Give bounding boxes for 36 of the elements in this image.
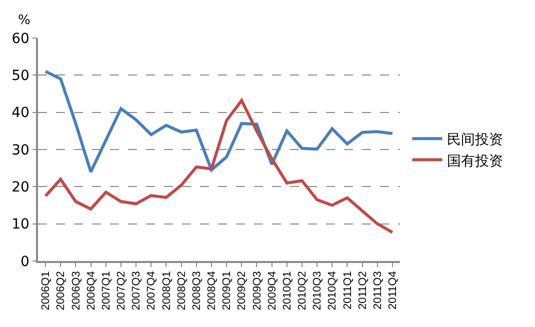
x-tick-label: 2008Q3	[190, 271, 203, 310]
x-tick-label: 2009Q1	[221, 271, 234, 310]
y-tick-label: 40	[12, 105, 30, 122]
y-axis-title: %	[18, 13, 30, 28]
y-tick-label: 50	[12, 68, 30, 84]
x-tick-label: 2011Q3	[372, 271, 384, 310]
x-tick-label: 2008Q4	[206, 271, 218, 310]
x-tick-label: 2007Q1	[100, 271, 112, 310]
x-tick-label: 2010Q3	[312, 271, 324, 310]
x-tick-label: 2010Q1	[281, 271, 294, 310]
x-tick-label: 2008Q2	[176, 271, 188, 310]
y-tick-label: 10	[12, 216, 30, 233]
y-tick-label: 20	[12, 180, 30, 196]
x-tick-label: 2006Q2	[55, 271, 68, 310]
x-tick-label: 2007Q2	[116, 271, 128, 310]
line-series	[44, 98, 394, 234]
line-series	[44, 70, 394, 174]
x-tick-label: 2011Q1	[342, 271, 354, 310]
x-tick-label: 2008Q1	[160, 271, 173, 310]
x-tick-label: 2007Q4	[146, 271, 158, 310]
legend-label: 民间投资	[447, 132, 504, 148]
y-tick-label: 0	[20, 254, 30, 270]
legend-label: 国有投资	[447, 153, 504, 170]
x-tick-label: 2011Q2	[356, 271, 369, 310]
x-tick-label: 2006Q4	[85, 271, 98, 310]
x-tick-label: 2009Q3	[251, 271, 264, 310]
x-tick-label: 2011Q4	[387, 271, 400, 310]
x-tick-label: 2009Q4	[266, 271, 278, 310]
x-tick-label: 2007Q3	[130, 271, 143, 310]
y-tick-label: 60	[12, 30, 30, 47]
x-tick-label: 2010Q2	[296, 271, 309, 310]
x-tick-label: 2006Q1	[40, 271, 52, 310]
x-tick-label: 2006Q3	[70, 271, 82, 310]
x-tick-label: 2009Q2	[236, 271, 248, 310]
y-tick-label: 30	[12, 142, 30, 158]
x-tick-label: 2010Q4	[326, 271, 339, 310]
